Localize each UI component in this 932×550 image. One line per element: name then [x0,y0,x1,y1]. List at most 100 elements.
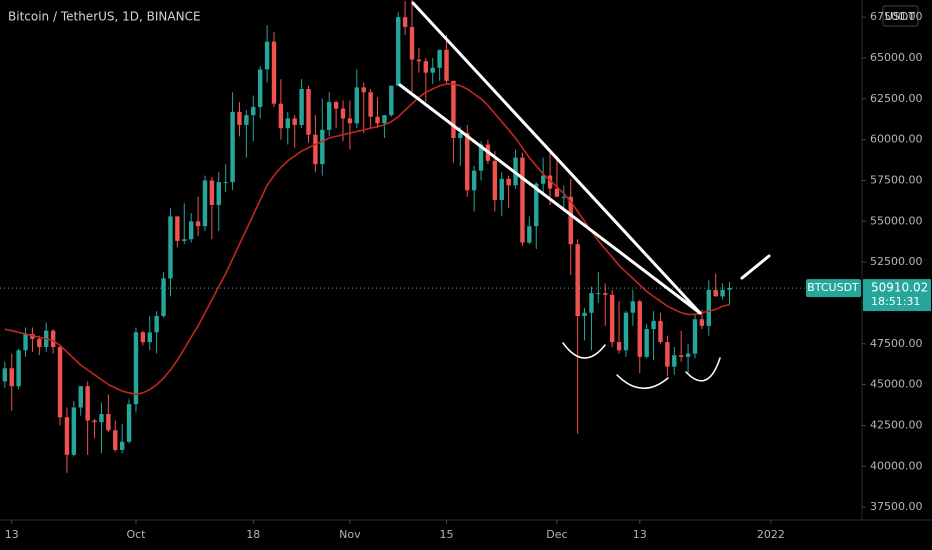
candle-body [727,288,732,290]
candle-body [147,332,152,343]
candle-body [230,111,235,183]
candle-body [244,115,249,125]
symbol-label-box [806,279,861,298]
candle-body [264,41,270,70]
candle-body [99,414,104,423]
x-tick-label: 15 [440,528,454,541]
x-tick-label: Nov [339,528,361,541]
candle-body [154,316,159,333]
y-tick-label: 37500.00 [870,500,923,513]
candle-body [437,49,442,68]
candle-body [126,404,132,442]
countdown-label: 18:51:31 [871,295,920,308]
candle-body [623,312,629,351]
x-tick-label: 18 [246,528,260,541]
candle-body [37,338,42,348]
candle-body [568,196,573,245]
candle-body [85,386,90,421]
candle-body [561,196,567,198]
candle-body [547,175,553,189]
trend-line [411,1,702,315]
candle-body [368,92,373,117]
candle-body [582,312,587,317]
y-tick-label: 55000.00 [870,214,923,227]
candle-body [389,85,394,116]
candle-body [616,342,622,351]
candle-body [637,301,642,357]
candle-body [313,134,318,165]
candle-body [478,144,484,171]
y-tick-label: 57500.00 [870,173,923,186]
candle-body [2,368,8,382]
y-tick-label: 60000.00 [870,133,923,146]
candle-body [575,244,580,317]
x-tick-label: 13 [5,528,19,541]
candle-body [202,180,208,227]
candle-body [609,294,615,343]
candle-body [499,178,504,201]
candle-body [458,133,463,139]
candle-body [554,188,560,197]
candle-body [678,355,684,357]
candle-body [444,49,449,81]
arc [685,357,721,382]
candle-body [520,157,525,243]
candle-body [16,350,21,387]
candle-body [465,133,470,191]
candle-body [320,129,325,165]
candle-body [251,106,256,116]
last-price-box [863,279,931,312]
candle-body [423,61,429,73]
candle-body [106,414,111,431]
candle-body [333,102,339,109]
arc [562,342,606,359]
candle-body [589,293,594,313]
candle-body [50,330,56,348]
candle-body [209,180,215,205]
candle-body [182,239,187,241]
candle-body [527,226,532,243]
candle-body [347,118,353,124]
candle-body [271,41,277,104]
candle-body [672,355,677,367]
last-price-label: 50910.02 [871,281,928,295]
candle-body [375,116,380,124]
candle-body [285,118,290,129]
candle-body [23,333,28,351]
candle-body [396,17,401,86]
candle-body [492,160,498,201]
candle-body [188,221,194,240]
candle-body [119,441,125,450]
candle-body [596,293,601,295]
candle-body [402,17,408,27]
trend-line [740,254,771,280]
candle-body [71,407,77,455]
y-tick-label: 45000.00 [870,378,923,391]
candle-body [354,87,360,124]
candle-body [175,216,180,241]
candle-body [278,103,284,129]
candle-body [223,182,228,184]
candle-body [692,319,698,354]
candle-body [471,170,477,191]
candle-body [534,183,539,227]
candle-body [658,320,663,343]
candle-body [451,80,456,139]
candle-body [9,368,14,387]
y-tick-label: 65000.00 [870,51,923,64]
x-tick-label: 13 [633,528,647,541]
candle-body [540,175,546,184]
candle-body [713,289,718,297]
x-tick-label: 2022 [757,528,785,541]
candles [2,0,732,473]
candle-body [113,430,118,450]
x-tick-label: Dec [546,528,567,541]
candle-body [64,417,70,455]
candle-body [92,420,97,423]
y-tick-label: 67500.00 [870,10,923,23]
y-tick-label: 42500.00 [870,418,923,431]
candle-body [306,89,311,135]
candle-body [409,26,415,60]
